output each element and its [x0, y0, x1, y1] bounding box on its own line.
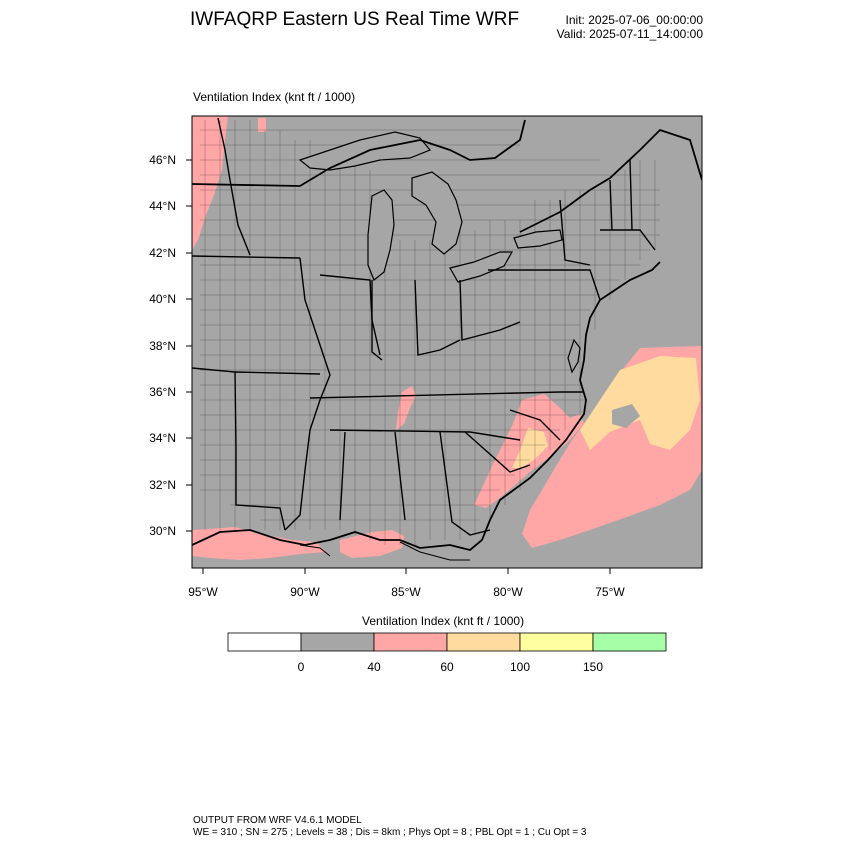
lat-label: 38°N	[149, 339, 176, 353]
colorbar-label: 60	[440, 660, 454, 674]
colorbar-label: 0	[298, 660, 305, 674]
lat-label: 46°N	[149, 153, 176, 167]
plot-title: IWFAQRP Eastern US Real Time WRF	[190, 9, 520, 30]
vent-area-gulf-west	[192, 527, 326, 560]
map-area	[192, 116, 702, 568]
water-bodies	[298, 131, 581, 374]
lake-michigan	[367, 189, 395, 281]
lon-label: 90°W	[290, 585, 320, 599]
state-borders	[192, 117, 656, 536]
chesapeake	[567, 338, 581, 374]
colorbar-label: 40	[367, 660, 381, 674]
county-grid	[200, 120, 660, 545]
colorbar-label: 100	[510, 660, 530, 674]
vent-area-gulf-central	[340, 530, 404, 558]
lat-label: 32°N	[149, 478, 176, 492]
coastlines	[192, 119, 702, 551]
lat-label: 36°N	[149, 385, 176, 399]
longitude-axis: 95°W 90°W 85°W 80°W 75°W	[188, 568, 625, 599]
vent-area-northwest-2	[258, 118, 266, 132]
lake-erie	[449, 251, 514, 283]
vent-area-tennessee	[396, 386, 416, 430]
colorbar: 0 40 60 100 150	[227, 632, 667, 674]
lat-label: 42°N	[149, 246, 176, 260]
vent-area-atlantic-mid	[580, 356, 700, 450]
time-info: Init: 2025-07-06_00:00:00 Valid: 2025-07…	[557, 13, 703, 41]
lat-label: 34°N	[149, 431, 176, 445]
map-frame	[191, 115, 703, 569]
lat-label: 44°N	[149, 199, 176, 213]
vent-area-carolinas-mid	[512, 428, 548, 468]
colorbar-box	[592, 632, 667, 652]
field-label: Ventilation Index (knt ft / 1000)	[193, 90, 356, 104]
lat-label: 30°N	[149, 524, 176, 538]
lon-label: 75°W	[595, 585, 625, 599]
gulf-coast-detail	[299, 541, 470, 561]
colorbar-title: Ventilation Index (knt ft / 1000)	[362, 614, 525, 628]
colorbar-box	[300, 632, 375, 652]
vent-area-atlantic-gap	[612, 404, 640, 428]
colorbar-box	[446, 632, 521, 652]
lon-label: 95°W	[188, 585, 218, 599]
vent-area-northwest	[192, 116, 228, 250]
lake-ontario	[513, 229, 563, 249]
colorbar-box	[519, 632, 594, 652]
valid-time: Valid: 2025-07-11_14:00:00	[556, 27, 703, 41]
lon-label: 80°W	[493, 585, 523, 599]
model-info-line2: WE = 310 ; SN = 275 ; Levels = 38 ; Dis …	[193, 827, 587, 838]
model-info-line1: OUTPUT FROM WRF V4.6.1 MODEL	[193, 815, 362, 826]
colorbar-box	[373, 632, 448, 652]
init-time: Init: 2025-07-06_00:00:00	[565, 13, 703, 27]
model-info: OUTPUT FROM WRF V4.6.1 MODEL WE = 310 ; …	[193, 815, 586, 839]
latitude-axis: 46°N 44°N 42°N 40°N 38°N 36°N 34°N 32°N 30°N	[149, 153, 192, 538]
colorbar-label: 150	[583, 660, 603, 674]
lat-label: 40°N	[149, 292, 176, 306]
lake-huron	[411, 171, 463, 255]
lon-label: 85°W	[391, 585, 421, 599]
colorbar-box	[227, 632, 302, 652]
